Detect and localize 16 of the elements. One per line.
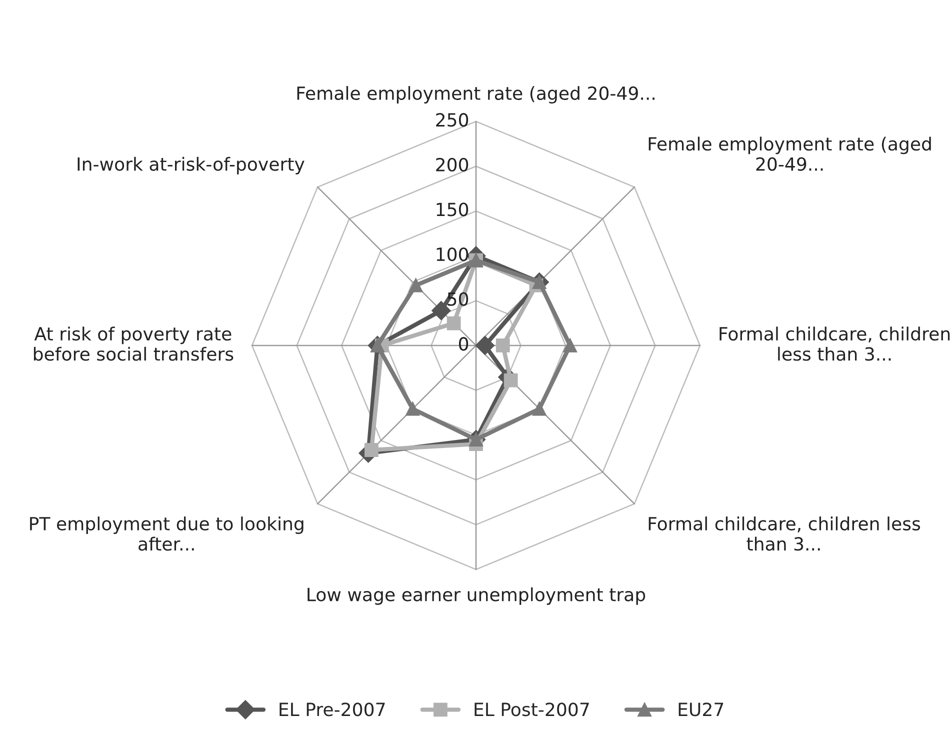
legend-label: EU27 — [678, 702, 724, 716]
y-tick-label: 150 — [436, 202, 468, 216]
spoke-label: Low wage earner unemployment trap — [308, 587, 646, 605]
spoke-label: In-work at-risk-of-poverty — [78, 156, 304, 174]
spoke-label: Female employment rate (aged 20-49... — [297, 86, 654, 104]
y-tick-label: 0 — [458, 337, 468, 351]
legend-label: EL Post-2007 — [474, 702, 589, 716]
y-tick-label: 200 — [436, 158, 468, 172]
y-tick-label: 250 — [436, 113, 468, 127]
legend-label: EL Pre-2007 — [280, 702, 385, 716]
y-tick-label: 100 — [436, 247, 468, 262]
spoke-label: At risk of poverty rate before social transfers — [34, 326, 234, 361]
spoke-label: Formal childcare, children less than 3... — [648, 516, 920, 551]
spoke-label: Female employment rate (aged 20-49... — [648, 136, 931, 171]
spoke-label: Formal childcare, children less than 3... — [720, 326, 950, 361]
spoke-label: PT employment due to looking after... — [30, 516, 304, 551]
